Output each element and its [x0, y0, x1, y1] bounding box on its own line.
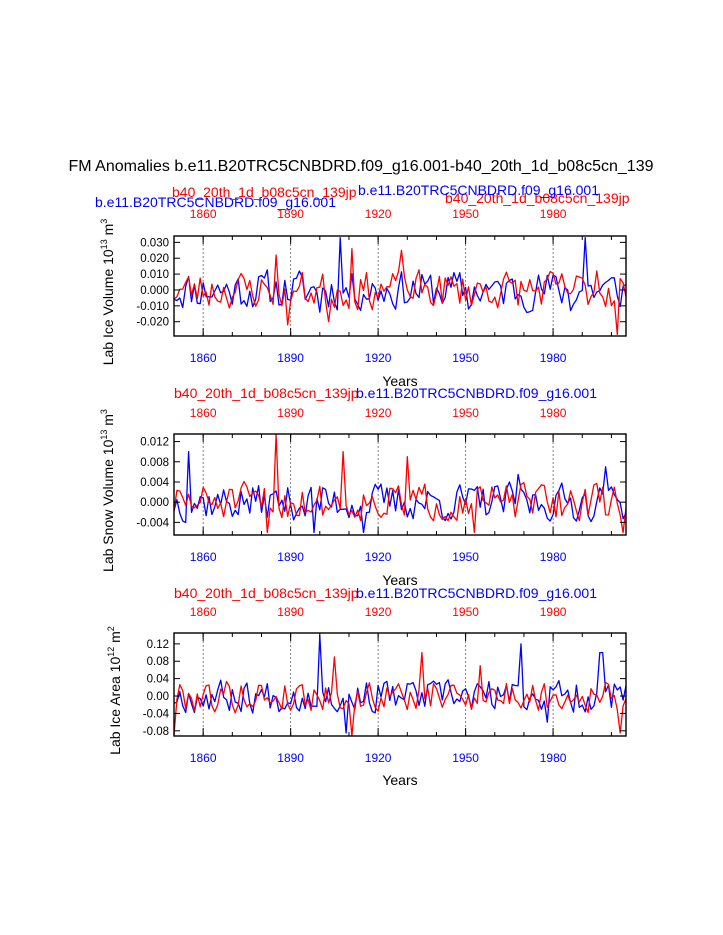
top-legend-blue-case: b.e11.B20TRC5CNBDRD.f09_g16.001 — [95, 194, 336, 210]
y-axis-label-text: Lab Ice Volume 10 — [100, 249, 116, 365]
x-tick-label-top: 1920 — [365, 605, 392, 619]
x-axis-label: Years — [382, 772, 417, 788]
y-tick-label: -0.04 — [143, 708, 170, 720]
y-tick-label: 0.000 — [140, 497, 169, 509]
y-tick-label: 0.000 — [140, 285, 169, 297]
x-tick-label-top: 1950 — [452, 406, 479, 420]
x-tick-label-bottom: 1860 — [190, 751, 217, 765]
x-tick-label-bottom: 1920 — [365, 751, 392, 765]
y-axis-label: Lab Snow Volume 1013 m3 — [99, 409, 116, 572]
x-axis-label: Years — [382, 572, 417, 588]
panel-title-red: b40_20th_1d_b08c5cn_139jp — [174, 585, 359, 601]
x-tick-label-bottom: 1920 — [365, 351, 392, 365]
panel-title-blue: b.e11.B20TRC5CNBDRD.f09_g16.001 — [358, 182, 599, 198]
x-axis-label: Years — [382, 373, 417, 389]
chart-panel-1: b40_20th_1d_b08c5cn_139jp b.e11.B20TRC5CN… — [99, 182, 627, 389]
x-tick-label-bottom: 1920 — [365, 550, 392, 564]
figure-title: FM Anomalies b.e11.B20TRC5CNBDRD.f09_g16… — [69, 158, 654, 175]
y-axis-label-exponent: 2 — [106, 626, 116, 631]
x-tick-label-bottom: 1950 — [452, 751, 479, 765]
plot-frame — [173, 632, 627, 737]
x-tick-label-top: 1890 — [277, 207, 304, 221]
y-axis-label-exponent: 12 — [106, 647, 116, 657]
x-tick-label-top: 1860 — [190, 207, 217, 221]
x-tick-label-top: 1980 — [540, 605, 567, 619]
y-axis-label-text: Lab Ice Area 10 — [107, 657, 123, 755]
x-tick-label-bottom: 1860 — [190, 550, 217, 564]
y-tick-label: -0.020 — [136, 317, 169, 329]
y-tick-label: 0.04 — [147, 674, 170, 686]
x-tick-label-top: 1890 — [277, 605, 304, 619]
x-tick-label-bottom: 1980 — [540, 351, 567, 365]
x-tick-label-top: 1950 — [452, 207, 479, 221]
y-tick-label: -0.010 — [136, 301, 169, 313]
chart-panel-3: b40_20th_1d_b08c5cn_139jpb.e11.B20TRC5CN… — [106, 585, 627, 788]
x-tick-label-bottom: 1890 — [277, 751, 304, 765]
panel-title-blue: b.e11.B20TRC5CNBDRD.f09_g16.001 — [356, 385, 597, 401]
series-line-red — [173, 248, 627, 336]
panel-title-red: b40_20th_1d_b08c5cn_139jp — [174, 385, 359, 401]
x-tick-label-top: 1920 — [365, 207, 392, 221]
y-tick-label: 0.008 — [140, 457, 169, 469]
series-line-blue — [173, 236, 627, 314]
x-tick-label-top: 1980 — [540, 207, 567, 221]
top-legend-red-case: b40_20th_1d_b08c5cn_139jp — [445, 190, 630, 206]
x-tick-label-top: 1890 — [277, 406, 304, 420]
x-tick-label-bottom: 1890 — [277, 351, 304, 365]
y-tick-label: 0.00 — [147, 691, 169, 703]
y-tick-label: 0.08 — [147, 656, 169, 668]
x-tick-label-top: 1920 — [365, 406, 392, 420]
y-tick-label: 0.020 — [140, 253, 169, 265]
y-axis-label-exponent: 13 — [99, 430, 109, 440]
y-axis-label-text: m — [107, 631, 123, 647]
chart-panel-2: b40_20th_1d_b08c5cn_139jpb.e11.B20TRC5CN… — [99, 385, 627, 588]
y-axis-label: Lab Ice Area 1012 m2 — [106, 626, 123, 755]
x-tick-label-bottom: 1950 — [452, 351, 479, 365]
x-tick-label-bottom: 1950 — [452, 550, 479, 564]
y-tick-label: 0.010 — [140, 269, 169, 281]
series-line-red — [173, 433, 627, 534]
y-axis-label-exponent: 3 — [99, 219, 109, 224]
x-tick-label-bottom: 1860 — [190, 351, 217, 365]
y-axis-label: Lab Ice Volume 1013 m3 — [99, 219, 116, 366]
x-tick-label-top: 1950 — [452, 605, 479, 619]
y-axis-label-text: Lab Snow Volume 10 — [100, 439, 116, 572]
y-axis-label-exponent: 3 — [99, 409, 109, 414]
y-tick-label: 0.012 — [140, 437, 169, 449]
panel-title-blue: b.e11.B20TRC5CNBDRD.f09_g16.001 — [356, 585, 597, 601]
y-tick-label: 0.030 — [140, 237, 169, 249]
series-line-red — [173, 651, 627, 737]
y-axis-label-exponent: 13 — [99, 239, 109, 249]
x-tick-label-top: 1860 — [190, 406, 217, 420]
y-tick-label: 0.004 — [140, 477, 169, 489]
y-tick-label: 0.12 — [147, 639, 169, 651]
x-tick-label-top: 1980 — [540, 406, 567, 420]
series-line-blue — [173, 634, 627, 734]
x-tick-label-bottom: 1980 — [540, 751, 567, 765]
y-tick-label: -0.08 — [143, 726, 169, 738]
x-tick-label-bottom: 1980 — [540, 550, 567, 564]
y-axis-label-text: m — [100, 224, 116, 240]
panel-title-red: b40_20th_1d_b08c5cn_139jp — [172, 184, 357, 200]
y-tick-label: -0.004 — [136, 517, 169, 529]
x-tick-label-bottom: 1890 — [277, 550, 304, 564]
plot-frame — [173, 433, 627, 536]
x-tick-label-top: 1860 — [190, 605, 217, 619]
plot-frame — [173, 235, 627, 337]
y-axis-label-text: m — [100, 414, 116, 430]
